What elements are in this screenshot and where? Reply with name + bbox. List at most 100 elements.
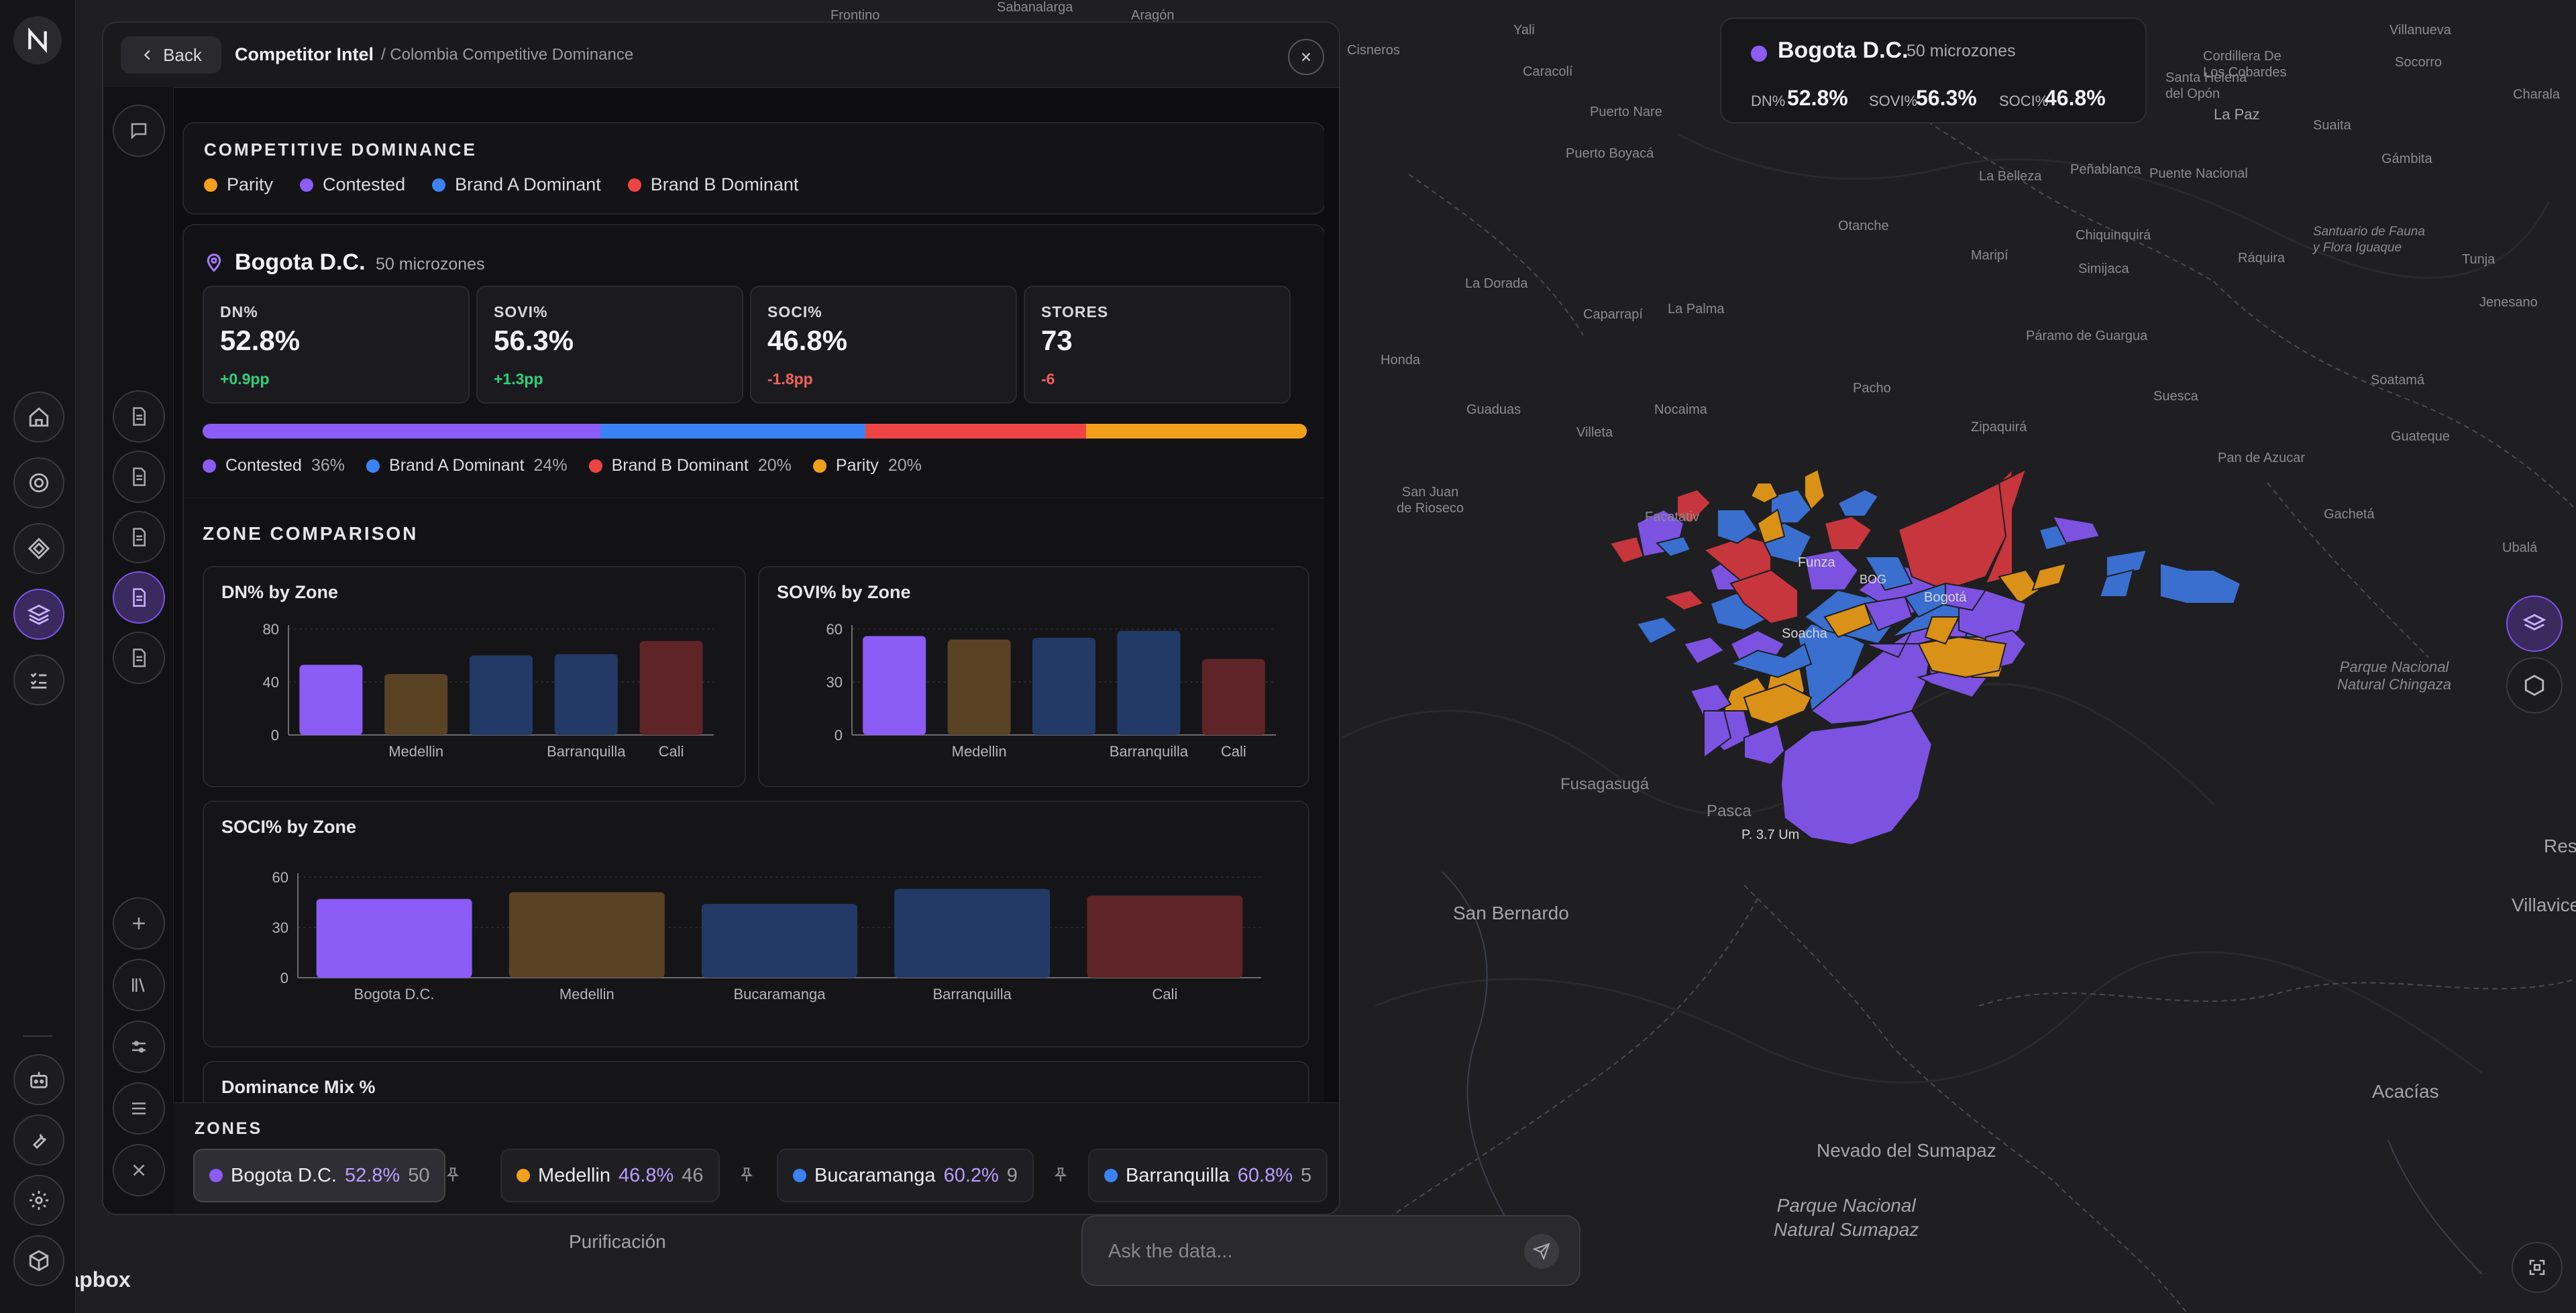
zone-dot — [793, 1169, 806, 1182]
back-button[interactable]: Back — [121, 36, 221, 74]
rail-settings-button[interactable] — [13, 1175, 64, 1226]
rail-layers-button[interactable] — [13, 589, 64, 640]
tooltip-metric-value: 46.8% — [2045, 86, 2106, 110]
dominance-legend-card: COMPETITIVE DOMINANCE Parity Contested B… — [182, 122, 1324, 215]
map-label: Purificación — [569, 1231, 666, 1252]
zone-polygon — [2098, 569, 2135, 597]
rail-home-button[interactable] — [13, 392, 64, 443]
rail-checklist-button[interactable] — [13, 654, 64, 705]
pin-icon[interactable] — [738, 1165, 755, 1185]
document-icon — [133, 648, 146, 667]
zone-polygon — [1729, 569, 1799, 625]
stat-value: 73 — [1041, 325, 1073, 356]
fullscreen-icon — [2529, 1259, 2545, 1275]
map-label: Suesca — [2153, 389, 2198, 404]
zone-chip-bogota[interactable]: Bogota D.C. 52.8% 50 — [193, 1149, 446, 1202]
sliders-icon — [132, 1041, 146, 1053]
zone-chip-bucaramanga[interactable]: Bucaramanga 60.2% 9 — [777, 1149, 1034, 1202]
legend-label: Contested — [225, 456, 302, 475]
zone-chip-medellin[interactable]: Medellin 46.8% 46 — [500, 1149, 720, 1202]
document-button[interactable] — [113, 390, 165, 443]
settings-icon — [29, 1190, 49, 1210]
stat-delta: +1.3pp — [494, 370, 543, 388]
chat-button[interactable] — [113, 105, 165, 157]
rail-target-button[interactable] — [13, 457, 64, 508]
3d-toggle-button[interactable] — [2506, 657, 2563, 713]
map-label: Ubalá — [2502, 540, 2538, 555]
map-label: Cisneros — [1347, 43, 1400, 58]
map-label: Res — [2544, 836, 2576, 856]
x-tick-label: Bogota D.C. — [354, 986, 435, 1003]
app-logo[interactable] — [13, 16, 62, 64]
pin-icon[interactable] — [444, 1165, 462, 1185]
map-label: Pacho — [1853, 381, 1891, 396]
close-panel-button[interactable] — [1288, 39, 1324, 75]
x-tick-label: Bucaramanga — [734, 986, 826, 1003]
wrench-icon — [32, 1134, 46, 1149]
document-button[interactable] — [113, 511, 165, 563]
library-button[interactable] — [113, 959, 165, 1011]
rail-wrench-button[interactable] — [13, 1115, 64, 1165]
filters-button[interactable] — [113, 1021, 165, 1073]
add-button[interactable] — [113, 897, 165, 950]
sovi-by-zone-chart: SOVI% by Zone 0 30 60 Medellin Barranquilla C… — [758, 566, 1309, 787]
rail-diamond-button[interactable] — [13, 523, 64, 574]
map-label: Tunja — [2462, 252, 2496, 267]
zone-name: Bogota D.C. — [231, 1164, 337, 1186]
ask-data-input[interactable] — [1107, 1235, 1485, 1267]
map-label: Peñablanca — [2070, 162, 2141, 177]
list-button[interactable] — [113, 1082, 165, 1135]
zone-polygon — [1917, 636, 2007, 679]
legend-dot — [812, 459, 826, 473]
bar — [702, 904, 857, 978]
list-icon — [132, 1102, 146, 1115]
send-button[interactable] — [1524, 1234, 1559, 1269]
tooltip-color-dot — [1751, 46, 1767, 62]
stat-value: 46.8% — [767, 325, 848, 356]
zone-pct: 60.2% — [943, 1164, 999, 1186]
x-tick-label: Barranquilla — [547, 743, 626, 760]
layers-icon — [28, 604, 50, 625]
stat-label: SOCI% — [767, 303, 822, 321]
bar — [554, 654, 618, 735]
stat-card-dn: DN% 52.8% +0.9pp — [203, 286, 470, 404]
map-label: La Belleza — [1979, 169, 2042, 184]
map-label: Acacías — [2372, 1081, 2439, 1102]
y-tick-label: 60 — [826, 621, 843, 638]
layers-toggle-button[interactable] — [2506, 595, 2563, 652]
zone-polygon — [1924, 616, 1960, 645]
map-label: Facatativ — [1645, 510, 1700, 524]
zone-polygon — [1635, 616, 1678, 645]
map-tooltip: Bogota D.C. 50 microzones DN% 52.8% SOVI… — [1720, 17, 2147, 123]
close-sidebar-button[interactable] — [113, 1144, 165, 1196]
zone-name: Barranquilla — [1126, 1164, 1230, 1186]
mix-legend-item: Brand A Dominant 24% — [366, 456, 568, 475]
zone-polygon — [1717, 509, 1759, 545]
mix-legend: Contested 36% Brand A Dominant 24% Brand B… — [203, 456, 922, 475]
panel-sidebar — [103, 87, 174, 1214]
zone-polygon — [1729, 642, 1813, 679]
map-label: Suaita — [2313, 118, 2351, 133]
stat-label: DN% — [220, 303, 258, 321]
document-button-active[interactable] — [113, 571, 165, 624]
fullscreen-button[interactable] — [2512, 1242, 2563, 1293]
plus-icon — [133, 917, 145, 929]
rail-package-button[interactable] — [13, 1235, 64, 1286]
map-label: Villeta — [1576, 425, 1613, 440]
legend-item: Contested — [300, 174, 405, 195]
map-label: La Dorada — [1465, 276, 1528, 291]
zones-bar: ZONES Bogota D.C. 52.8% 50 Medellin 46.8… — [173, 1102, 1339, 1214]
document-icon — [133, 467, 146, 486]
tooltip-metric-label: SOCI% — [1999, 93, 2049, 109]
library-icon — [132, 978, 145, 992]
y-tick-label: 60 — [272, 869, 288, 886]
target-icon — [29, 473, 49, 493]
document-button[interactable] — [113, 451, 165, 503]
pin-icon[interactable] — [1052, 1165, 1069, 1185]
y-tick-label: 0 — [271, 727, 279, 744]
legend-pct: 36% — [311, 456, 345, 475]
zone-chip-barranquilla[interactable]: Barranquilla 60.8% 5 — [1088, 1149, 1328, 1202]
rail-robot-button[interactable] — [13, 1054, 64, 1105]
bar-chart-svg: 0 40 80 Medellin Barranquilla Cali — [263, 621, 714, 760]
document-button[interactable] — [113, 632, 165, 684]
